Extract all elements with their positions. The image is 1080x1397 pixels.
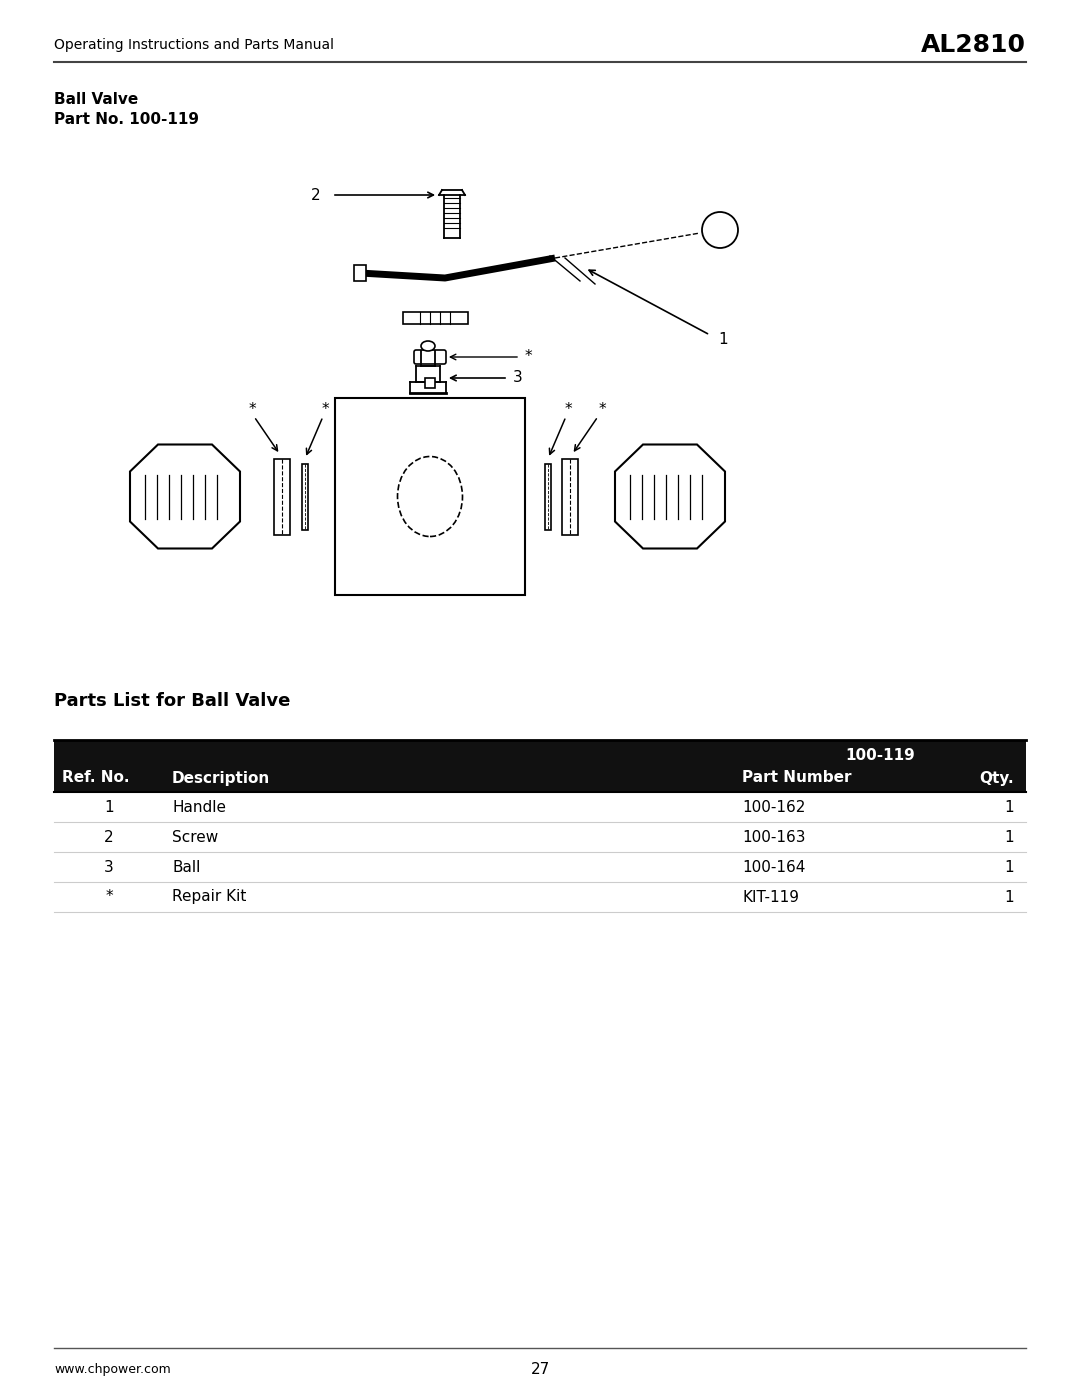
Text: 3: 3 xyxy=(513,370,523,386)
Bar xyxy=(354,265,366,281)
Text: Ball Valve: Ball Valve xyxy=(54,92,138,108)
Text: 100-119: 100-119 xyxy=(846,749,915,764)
Text: Screw: Screw xyxy=(172,830,218,845)
Text: Part Number: Part Number xyxy=(742,771,851,785)
Text: 100-162: 100-162 xyxy=(742,799,806,814)
Polygon shape xyxy=(615,444,725,549)
Bar xyxy=(54,740,1026,792)
Text: *: * xyxy=(321,402,328,416)
Text: 100-163: 100-163 xyxy=(742,830,806,845)
Text: Description: Description xyxy=(172,771,270,785)
Text: 2: 2 xyxy=(310,187,320,203)
Circle shape xyxy=(702,212,738,249)
Text: *: * xyxy=(598,402,606,416)
Text: *: * xyxy=(248,402,256,416)
Text: 100-164: 100-164 xyxy=(742,859,806,875)
Text: Operating Instructions and Parts Manual: Operating Instructions and Parts Manual xyxy=(54,38,334,52)
Bar xyxy=(302,464,308,529)
Text: www.chpower.com: www.chpower.com xyxy=(54,1363,171,1376)
Text: *: * xyxy=(564,402,571,416)
Text: 27: 27 xyxy=(530,1362,550,1377)
Text: Handle: Handle xyxy=(172,799,226,814)
Bar xyxy=(562,458,578,535)
Text: 1: 1 xyxy=(104,799,113,814)
Text: Repair Kit: Repair Kit xyxy=(172,890,246,904)
Text: 1: 1 xyxy=(1004,890,1014,904)
Text: 3: 3 xyxy=(104,859,113,875)
Text: 1: 1 xyxy=(1004,830,1014,845)
Text: Part No. 100-119: Part No. 100-119 xyxy=(54,113,199,127)
Text: 1: 1 xyxy=(1004,799,1014,814)
Text: *: * xyxy=(525,349,532,365)
Bar xyxy=(545,464,551,529)
Text: 2: 2 xyxy=(104,830,113,845)
Ellipse shape xyxy=(421,341,435,351)
FancyBboxPatch shape xyxy=(414,351,446,365)
Text: 1: 1 xyxy=(718,332,728,348)
Bar xyxy=(274,458,291,535)
Bar xyxy=(335,398,525,595)
Text: KIT-119: KIT-119 xyxy=(742,890,799,904)
Polygon shape xyxy=(130,444,240,549)
Bar xyxy=(426,379,435,388)
Bar xyxy=(403,312,468,324)
Text: Ref. No.: Ref. No. xyxy=(62,771,130,785)
Text: *: * xyxy=(105,890,112,904)
Text: Qty.: Qty. xyxy=(980,771,1014,785)
Text: Parts List for Ball Valve: Parts List for Ball Valve xyxy=(54,692,291,710)
Text: AL2810: AL2810 xyxy=(921,34,1026,57)
Text: Ball: Ball xyxy=(172,859,201,875)
Text: 1: 1 xyxy=(1004,859,1014,875)
